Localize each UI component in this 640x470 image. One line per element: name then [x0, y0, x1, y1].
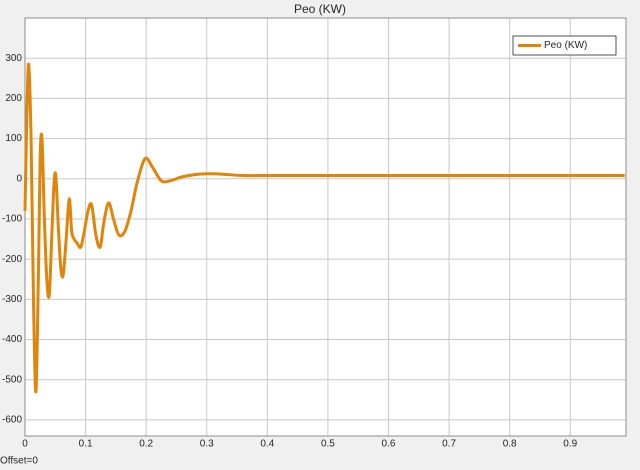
axes-frame — [24, 17, 627, 437]
x-tick-label: 0.1 — [79, 439, 93, 450]
x-tick-label: 0.3 — [200, 439, 214, 450]
y-tick-label: 300 — [5, 53, 22, 64]
y-tick-label: -600 — [2, 415, 22, 426]
x-tick-label: 0.9 — [563, 439, 577, 450]
y-tick-label: 0 — [16, 173, 22, 184]
data-line — [23, 62, 625, 394]
x-tick-label: 0.4 — [260, 439, 274, 450]
y-tick-label: -400 — [2, 334, 22, 345]
x-tick-label: 0.2 — [139, 439, 153, 450]
x-tick-label: 0.5 — [321, 439, 335, 450]
legend-box — [512, 35, 617, 56]
y-tick-label: -500 — [2, 374, 22, 385]
chart-title: Peo (KW) — [294, 2, 346, 16]
x-tick-label: 0.6 — [382, 439, 396, 450]
y-tick-label: -300 — [2, 294, 22, 305]
y-tick-label: -200 — [2, 254, 22, 265]
legend-label: Peo (KW) — [544, 40, 587, 51]
y-tick-label: 200 — [5, 93, 22, 104]
offset-label: Offset=0 — [0, 456, 38, 467]
y-tick-label: 100 — [5, 133, 22, 144]
x-tick-label: 0.7 — [442, 439, 456, 450]
y-tick-label: -100 — [2, 214, 22, 225]
x-tick-label: 0.8 — [503, 439, 517, 450]
x-tick-label: 0 — [22, 439, 28, 450]
